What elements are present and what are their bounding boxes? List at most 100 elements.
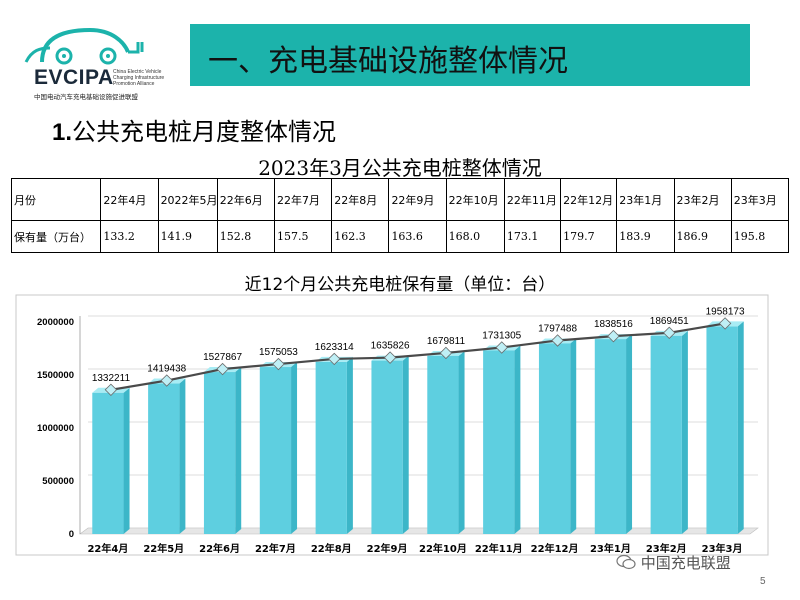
section-number: 1. bbox=[52, 119, 73, 146]
table-cell-month: 22年9月 bbox=[388, 178, 447, 221]
bar-side bbox=[346, 356, 353, 534]
x-tick-label: 22年8月 bbox=[311, 542, 352, 555]
logo-english-name: China Electric Vehicle Charging Infrastr… bbox=[113, 69, 165, 87]
x-tick-label: 22年6月 bbox=[199, 542, 240, 555]
bar-side bbox=[235, 367, 242, 534]
line-marker bbox=[663, 326, 676, 340]
line-marker bbox=[383, 351, 397, 364]
table-cell-month: 23年1月 bbox=[616, 178, 675, 221]
bar bbox=[538, 343, 571, 534]
table-cell-month: 22年8月 bbox=[331, 178, 390, 221]
bar bbox=[92, 392, 124, 534]
data-label: 1731305 bbox=[482, 330, 521, 341]
line-marker bbox=[439, 346, 453, 360]
footer-brand-text: 中国充电联盟 bbox=[640, 554, 731, 572]
table-cell-value: 157.5 bbox=[273, 220, 333, 253]
summary-table: 月份 22年4月 2022年5月 22年6月 22年7月 22年8月 22年9月… bbox=[10, 178, 790, 253]
bar bbox=[203, 372, 236, 534]
bar bbox=[594, 339, 627, 534]
bar-side bbox=[681, 330, 688, 534]
bar bbox=[706, 326, 738, 534]
data-label: 1838516 bbox=[594, 319, 633, 330]
table-cell-month: 22年4月 bbox=[100, 178, 159, 221]
table-title: 2023年3月公共充电桩整体情况 bbox=[258, 156, 542, 180]
bar-side bbox=[291, 362, 298, 534]
table-row-month: 月份 22年4月 2022年5月 22年6月 22年7月 22年8月 22年9月… bbox=[10, 178, 790, 221]
bar-side bbox=[179, 378, 186, 534]
line-marker bbox=[216, 362, 229, 376]
table-cell-value: 195.8 bbox=[730, 220, 790, 253]
y-tick-label: 0 bbox=[69, 529, 74, 540]
section-title: 1.公共充电桩月度整体情况 bbox=[52, 112, 336, 147]
x-tick-label: 22年12月 bbox=[531, 542, 579, 555]
data-label: 1869451 bbox=[650, 316, 689, 327]
line-marker bbox=[607, 329, 620, 343]
data-label: 1635826 bbox=[371, 341, 410, 352]
x-tick-label: 23年3月 bbox=[702, 542, 743, 555]
bar bbox=[148, 383, 180, 534]
plug-car-icon bbox=[24, 27, 144, 65]
page-number: 5 bbox=[760, 576, 766, 587]
table-cell-value: 168.0 bbox=[445, 220, 505, 253]
table-header-stock: 保有量（万台） bbox=[10, 220, 102, 253]
table-cell-month: 2022年5月 bbox=[157, 178, 218, 221]
data-label: 1958173 bbox=[706, 306, 745, 317]
data-label: 1332211 bbox=[92, 373, 131, 384]
series-line bbox=[110, 322, 726, 391]
x-tick-label: 22年11月 bbox=[475, 542, 523, 555]
table-cell-month: 22年7月 bbox=[273, 178, 333, 221]
bar-side bbox=[402, 355, 409, 534]
page-title: 一、充电基础设施整体情况 bbox=[208, 44, 568, 79]
line-marker bbox=[551, 334, 564, 347]
data-label: 1527867 bbox=[203, 352, 242, 363]
section-text: 公共充电桩月度整体情况 bbox=[72, 118, 337, 146]
y-tick-label: 500000 bbox=[42, 476, 74, 487]
y-tick-label: 2000000 bbox=[37, 317, 74, 328]
table-cell-month: 23年3月 bbox=[730, 178, 790, 221]
title-banner: 一、充电基础设施整体情况 bbox=[190, 24, 750, 86]
x-tick-label: 22年4月 bbox=[87, 542, 128, 555]
x-tick-label: 22年10月 bbox=[419, 542, 467, 555]
bar-side bbox=[458, 350, 465, 534]
table-cell-month: 22年11月 bbox=[503, 178, 562, 221]
bar bbox=[650, 335, 682, 534]
bar bbox=[315, 361, 347, 534]
bar-side bbox=[570, 338, 577, 534]
line-marker bbox=[272, 357, 285, 371]
data-label: 1419438 bbox=[147, 364, 186, 375]
x-tick-label: 22年7月 bbox=[255, 542, 296, 555]
table-cell-month: 23年2月 bbox=[673, 178, 732, 221]
chart-frame bbox=[15, 294, 769, 556]
table-cell-value: 152.8 bbox=[216, 220, 276, 253]
bar-side bbox=[514, 345, 521, 534]
chart-title: 近12个月公共充电桩保有量（单位：台） bbox=[244, 275, 556, 295]
stock-bar-chart: 0 500000 1000000 1500000 2000000 22年4月 22年5月 22… bbox=[15, 294, 769, 556]
wechat-icon bbox=[616, 554, 636, 570]
bar bbox=[371, 360, 403, 534]
table-cell-value: 186.9 bbox=[673, 220, 732, 253]
data-label: 1797488 bbox=[538, 323, 577, 334]
table-cell-value: 133.2 bbox=[100, 220, 159, 253]
logo-wordmark: EVCIPA bbox=[34, 66, 114, 89]
table-cell-month: 22年10月 bbox=[445, 178, 505, 221]
footer-brand: 中国充电联盟 bbox=[616, 552, 731, 573]
table-cell-value: 173.1 bbox=[503, 220, 562, 253]
bar bbox=[483, 350, 515, 534]
table-cell-month: 22年12月 bbox=[560, 178, 618, 221]
data-label: 1679811 bbox=[427, 336, 466, 347]
evcipa-logo: EVCIPA China Electric Vehicle Charging I… bbox=[20, 22, 180, 102]
table-cell-value: 162.3 bbox=[331, 220, 390, 253]
line-marker bbox=[160, 374, 173, 387]
logo-chinese-name: 中国电动汽车充电基础设施促进联盟 bbox=[34, 93, 138, 101]
table-row-stock: 保有量（万台） 133.2 141.9 152.8 157.5 162.3 16… bbox=[10, 220, 790, 253]
data-label: 1623314 bbox=[315, 342, 354, 353]
line-marker bbox=[328, 352, 341, 366]
bar-side bbox=[737, 321, 744, 534]
x-tick-label: 22年9月 bbox=[367, 542, 408, 555]
x-tick-label: 23年1月 bbox=[590, 542, 631, 555]
line-marker bbox=[495, 341, 508, 354]
x-tick-label: 23年2月 bbox=[646, 542, 687, 555]
y-tick-label: 1500000 bbox=[37, 370, 74, 381]
table-cell-value: 179.7 bbox=[560, 220, 618, 253]
table-header-month: 月份 bbox=[10, 178, 102, 221]
